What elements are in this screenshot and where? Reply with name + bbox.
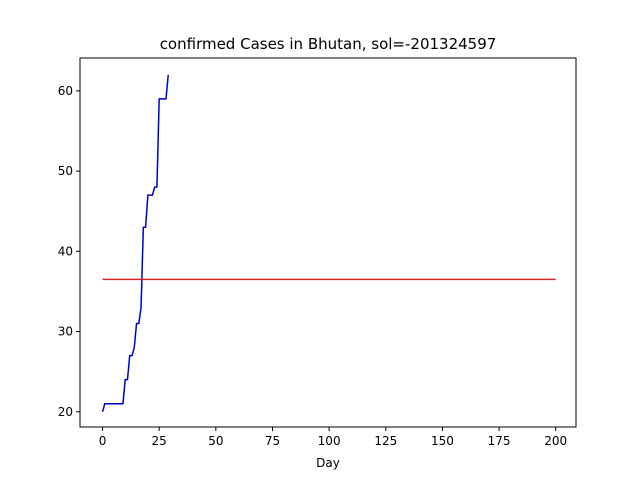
x-axis-label: Day bbox=[316, 456, 340, 470]
y-axis-ticks: 20 30 40 50 60 bbox=[58, 84, 80, 419]
y-tick-label: 50 bbox=[58, 164, 73, 178]
axes-frame bbox=[79, 57, 577, 428]
x-axis-ticks: 0 25 50 75 100 125 150 175 200 bbox=[99, 427, 567, 448]
x-tick-label: 0 bbox=[99, 434, 107, 448]
x-tick-label: 50 bbox=[208, 434, 223, 448]
x-tick-label: 175 bbox=[488, 434, 511, 448]
x-tick-label: 200 bbox=[544, 434, 567, 448]
x-tick-label: 150 bbox=[431, 434, 454, 448]
y-tick-label: 40 bbox=[58, 244, 73, 258]
x-tick-label: 75 bbox=[265, 434, 280, 448]
y-tick-label: 60 bbox=[58, 84, 73, 98]
x-tick-label: 125 bbox=[374, 434, 397, 448]
x-tick-label: 100 bbox=[318, 434, 341, 448]
plot-area bbox=[101, 74, 556, 412]
y-tick-label: 30 bbox=[58, 325, 73, 339]
y-tick-label: 20 bbox=[58, 405, 73, 419]
chart-title: confirmed Cases in Bhutan, sol=-20132459… bbox=[160, 35, 497, 53]
x-tick-label: 25 bbox=[152, 434, 167, 448]
series-line-0 bbox=[101, 74, 170, 412]
